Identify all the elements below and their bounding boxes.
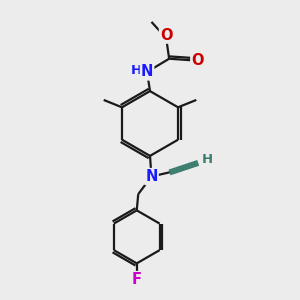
Text: F: F [132, 272, 142, 287]
Text: N: N [141, 64, 153, 80]
Text: O: O [160, 28, 172, 43]
Text: H: H [131, 64, 142, 77]
Text: H: H [202, 153, 213, 166]
Text: O: O [191, 53, 204, 68]
Text: N: N [145, 169, 158, 184]
